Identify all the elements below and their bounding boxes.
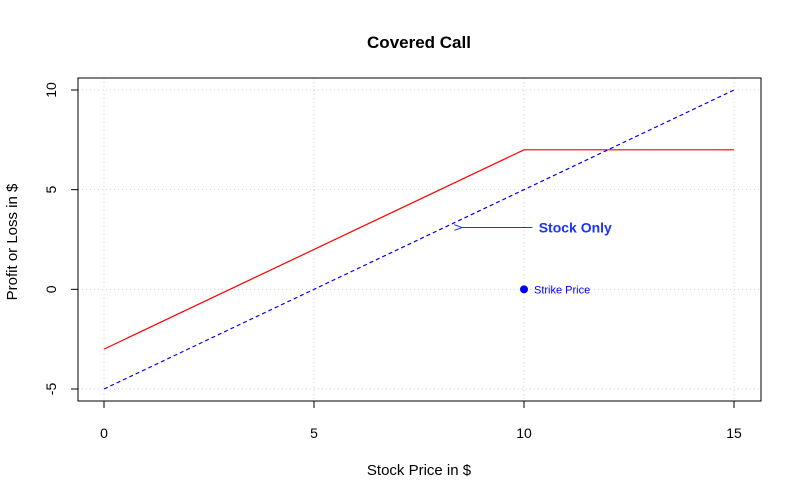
strike-price-marker-ring xyxy=(520,285,528,294)
covered-call-line xyxy=(103,149,734,350)
y-axis-label: Profit or Loss in $ xyxy=(4,183,21,300)
y-tick-label: -5 xyxy=(43,383,59,396)
x-tick-label: 5 xyxy=(310,425,318,441)
stock-only-label: Stock Only xyxy=(539,220,612,236)
stock-only-line xyxy=(103,89,735,390)
strike-price-marker xyxy=(520,285,528,293)
strike-price-label: Strike Price xyxy=(534,284,590,296)
x-axis: 0 5 10 15 xyxy=(100,400,742,441)
x-tick-label: 15 xyxy=(726,425,742,441)
x-tick-label: 10 xyxy=(516,425,532,441)
x-tick-label: 0 xyxy=(100,425,108,441)
y-axis: -5 0 5 10 xyxy=(43,82,79,396)
x-axis-label: Stock Price in $ xyxy=(367,462,472,479)
y-tick-label: 0 xyxy=(43,285,59,293)
annotations-layer: Stock Only Strike Price xyxy=(461,220,612,296)
y-tick-label: 5 xyxy=(43,186,59,194)
y-tick-label: 10 xyxy=(43,82,59,98)
chart-title: Covered Call xyxy=(367,33,471,52)
series-layer xyxy=(103,89,735,390)
